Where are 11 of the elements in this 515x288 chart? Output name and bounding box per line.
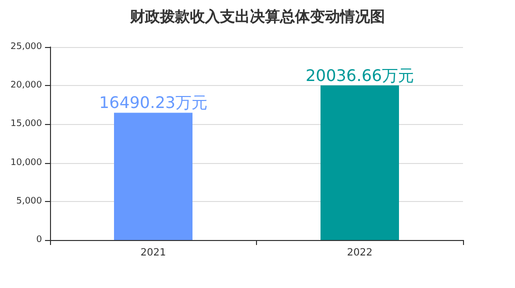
y-tick-label: 25,000 [10, 42, 42, 52]
y-tick-label: 20,000 [10, 80, 42, 91]
y-tick-label: 15,000 [10, 119, 42, 130]
x-tick-label: 2021 [140, 248, 166, 258]
y-tick-label: 5,000 [16, 196, 42, 206]
y-tick-label: 10,000 [10, 158, 42, 168]
data-label: 16490.23万元 [99, 93, 208, 112]
data-label: 20036.66万元 [306, 66, 414, 85]
chart-title: 财政拨款收入支出决算总体变动情况图 [129, 8, 385, 26]
y-tick-label: 0 [36, 235, 42, 245]
x-tick-label: 2022 [347, 248, 372, 258]
